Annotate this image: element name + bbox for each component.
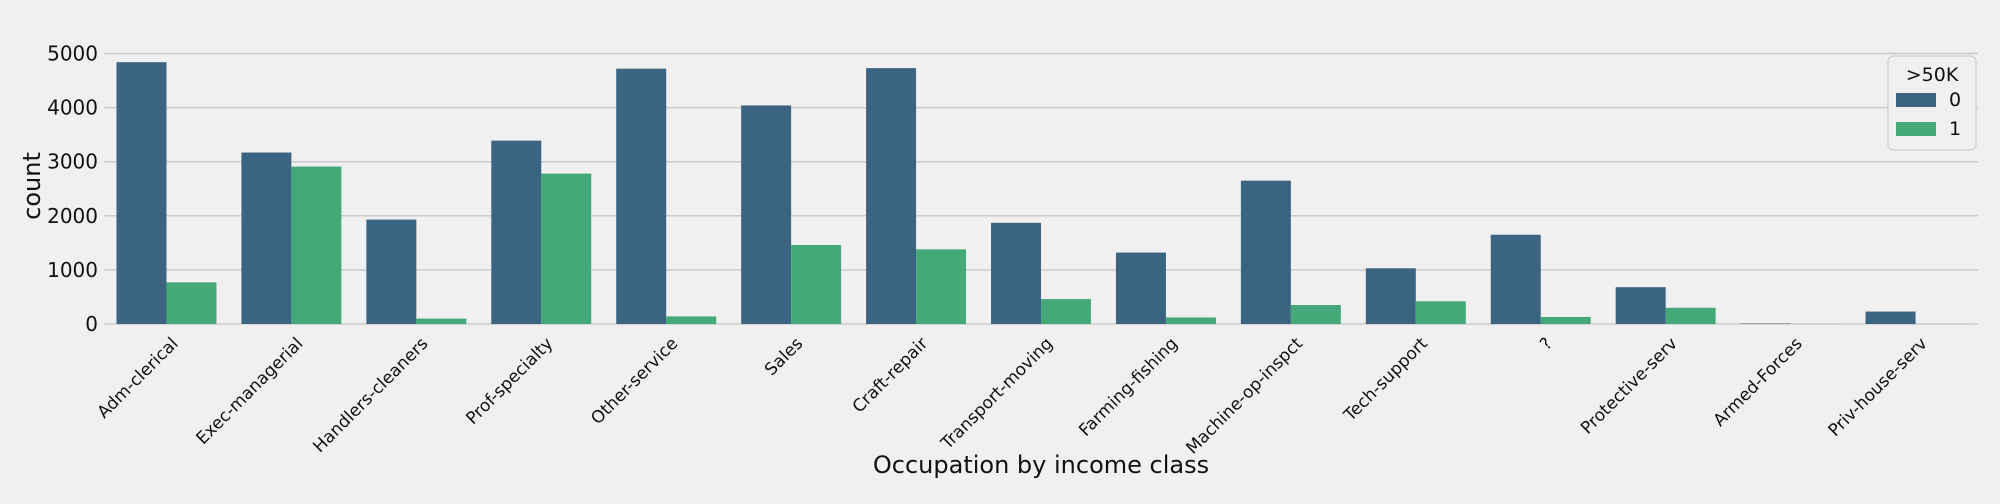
x-tick-label: Prof-specialty xyxy=(462,334,557,429)
bar-series-0 xyxy=(1116,253,1166,324)
y-tick-label: 3000 xyxy=(47,150,98,174)
x-tick-label: Exec-managerial xyxy=(193,334,308,449)
y-axis-title: count xyxy=(18,152,46,220)
x-tick-label: Farming-fishing xyxy=(1075,334,1182,441)
y-tick-label: 4000 xyxy=(47,96,98,120)
y-tick-label: 2000 xyxy=(47,204,98,228)
x-tick-label: Craft-repair xyxy=(849,334,932,417)
bar-series-1 xyxy=(166,282,216,324)
legend-swatch-1 xyxy=(1896,122,1936,136)
y-tick-label: 1000 xyxy=(47,258,98,282)
bar-series-0 xyxy=(741,105,791,324)
x-tick-label: Transport-moving xyxy=(937,334,1057,454)
bar-series-0 xyxy=(366,220,416,324)
bar-series-0 xyxy=(1491,235,1541,324)
x-tick-label: Tech-support xyxy=(1340,334,1432,426)
legend-title: >50K xyxy=(1906,64,1959,86)
bar-series-1 xyxy=(666,316,716,324)
x-tick-label: Adm-clerical xyxy=(94,334,183,423)
bar-series-0 xyxy=(491,141,541,324)
bar-series-1 xyxy=(1416,301,1466,324)
legend: >50K 0 1 xyxy=(1888,56,1976,150)
bar-series-0 xyxy=(991,223,1041,324)
bar-series-0 xyxy=(1241,181,1291,324)
y-tick-label: 0 xyxy=(85,312,98,336)
bar-series-1 xyxy=(1041,299,1091,324)
bar-series-1 xyxy=(1666,308,1716,324)
x-tick-label: Sales xyxy=(761,334,807,380)
y-tick-labels: 0 1000 2000 3000 4000 5000 xyxy=(47,42,98,336)
x-tick-label: ? xyxy=(1536,334,1557,355)
bar-series-0 xyxy=(616,69,666,324)
x-tick-label: Priv-house-serv xyxy=(1825,334,1932,441)
x-tick-label: Other-service xyxy=(587,334,682,429)
legend-swatch-0 xyxy=(1896,93,1936,107)
bar-series-1 xyxy=(416,319,466,324)
y-tick-label: 5000 xyxy=(47,42,98,66)
bar-series-1 xyxy=(1541,317,1591,324)
x-tick-label: Protective-serv xyxy=(1577,334,1682,439)
legend-label-1: 1 xyxy=(1949,118,1961,140)
bar-series-1 xyxy=(1291,305,1341,324)
bar-series-0 xyxy=(1616,287,1666,324)
bar-series-1 xyxy=(916,249,966,324)
bar-series-0 xyxy=(866,68,916,324)
bar-series-0 xyxy=(1866,312,1916,324)
bar-series-1 xyxy=(791,245,841,324)
legend-label-0: 0 xyxy=(1949,89,1961,111)
x-tick-label: Armed-Forces xyxy=(1710,334,1807,431)
bar-series-1 xyxy=(541,174,591,324)
bar-series-0 xyxy=(241,153,291,324)
x-tick-label: Machine-op-inspct xyxy=(1182,334,1307,459)
bar-series-1 xyxy=(291,167,341,324)
bar-layer xyxy=(116,62,1965,324)
x-axis-title: Occupation by income class xyxy=(873,451,1209,479)
x-tick-label: Handlers-cleaners xyxy=(309,334,432,457)
bar-series-0 xyxy=(116,62,166,324)
bar-series-0 xyxy=(1366,268,1416,324)
bar-series-1 xyxy=(1166,318,1216,324)
